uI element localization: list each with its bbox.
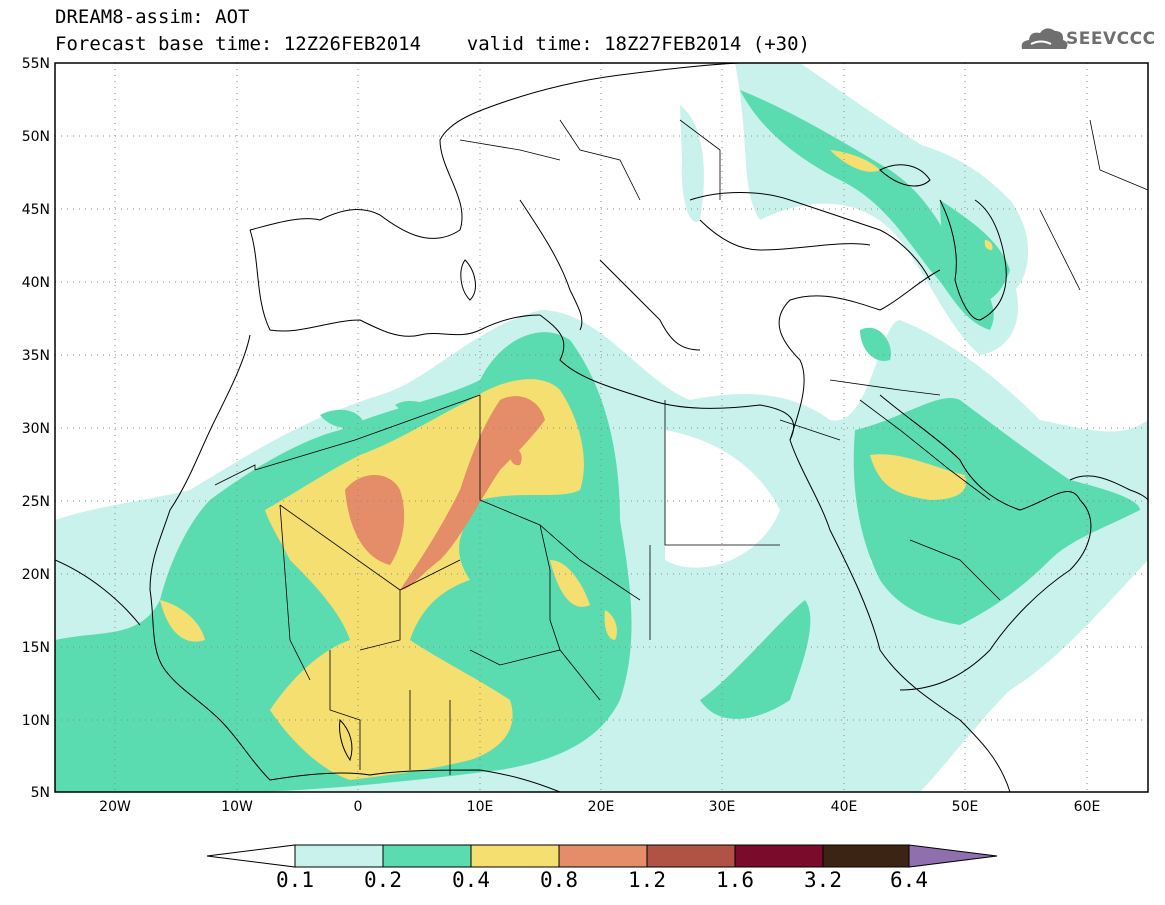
colorbar-label: 6.4 bbox=[890, 868, 928, 892]
chart-title: DREAM8-assim: AOT bbox=[55, 6, 250, 28]
cloud-icon bbox=[1021, 28, 1068, 49]
chart-subtitle: Forecast base time: 12Z26FEB2014 valid t… bbox=[55, 33, 810, 55]
lat-label: 15N bbox=[22, 640, 50, 656]
lon-label: 10E bbox=[467, 799, 494, 815]
colorbar-swatch bbox=[294, 844, 384, 868]
lat-label: 35N bbox=[22, 348, 50, 364]
lon-label: 50E bbox=[952, 799, 979, 815]
lat-label: 45N bbox=[22, 202, 50, 218]
map-frame bbox=[54, 62, 1149, 793]
colorbar-swatch bbox=[734, 844, 824, 868]
lon-label: 60E bbox=[1074, 799, 1101, 815]
seevccc-logo: SEEVCCC bbox=[1066, 29, 1156, 49]
lon-label: 0 bbox=[354, 799, 363, 815]
lat-axis: 55N 50N 45N 40N 35N 30N 25N 20N 15N 10N … bbox=[22, 56, 50, 801]
colorbar-label: 0.2 bbox=[364, 868, 402, 892]
colorbar-low-arrow bbox=[206, 844, 296, 868]
borders bbox=[214, 119, 1148, 775]
colorbar-label: 3.2 bbox=[804, 868, 842, 892]
lat-label: 20N bbox=[22, 567, 50, 583]
lat-label: 50N bbox=[22, 129, 50, 145]
colorbar-swatch bbox=[822, 844, 910, 868]
colorbar-label: 1.2 bbox=[628, 868, 666, 892]
lat-label: 25N bbox=[22, 494, 50, 510]
colorbar-label: 0.8 bbox=[540, 868, 578, 892]
aot-level-0.4 bbox=[160, 150, 993, 780]
lon-label: 40E bbox=[831, 799, 858, 815]
colorbar bbox=[206, 844, 998, 868]
colorbar-swatch bbox=[646, 844, 736, 868]
aot-level-0.8 bbox=[345, 396, 545, 590]
lon-label: 10W bbox=[221, 799, 253, 815]
lat-label: 40N bbox=[22, 275, 50, 291]
colorbar-swatch bbox=[382, 844, 472, 868]
lon-label: 30E bbox=[709, 799, 736, 815]
colorbar-label: 0.4 bbox=[452, 868, 490, 892]
lat-label: 55N bbox=[22, 56, 50, 72]
colorbar-swatch bbox=[470, 844, 560, 868]
colorbar-high-arrow bbox=[908, 844, 998, 868]
coastlines bbox=[55, 63, 1148, 792]
lat-label: 10N bbox=[22, 713, 50, 729]
colorbar-label: 1.6 bbox=[716, 868, 754, 892]
colorbar-swatch bbox=[558, 844, 648, 868]
lon-label: 20W bbox=[99, 799, 131, 815]
lon-label: 20E bbox=[588, 799, 615, 815]
lat-label: 5N bbox=[31, 785, 50, 801]
lon-axis: 20W 10W 0 10E 20E 30E 40E 50E 60E bbox=[99, 799, 1100, 815]
colorbar-label: 0.1 bbox=[276, 868, 314, 892]
lat-label: 30N bbox=[22, 421, 50, 437]
